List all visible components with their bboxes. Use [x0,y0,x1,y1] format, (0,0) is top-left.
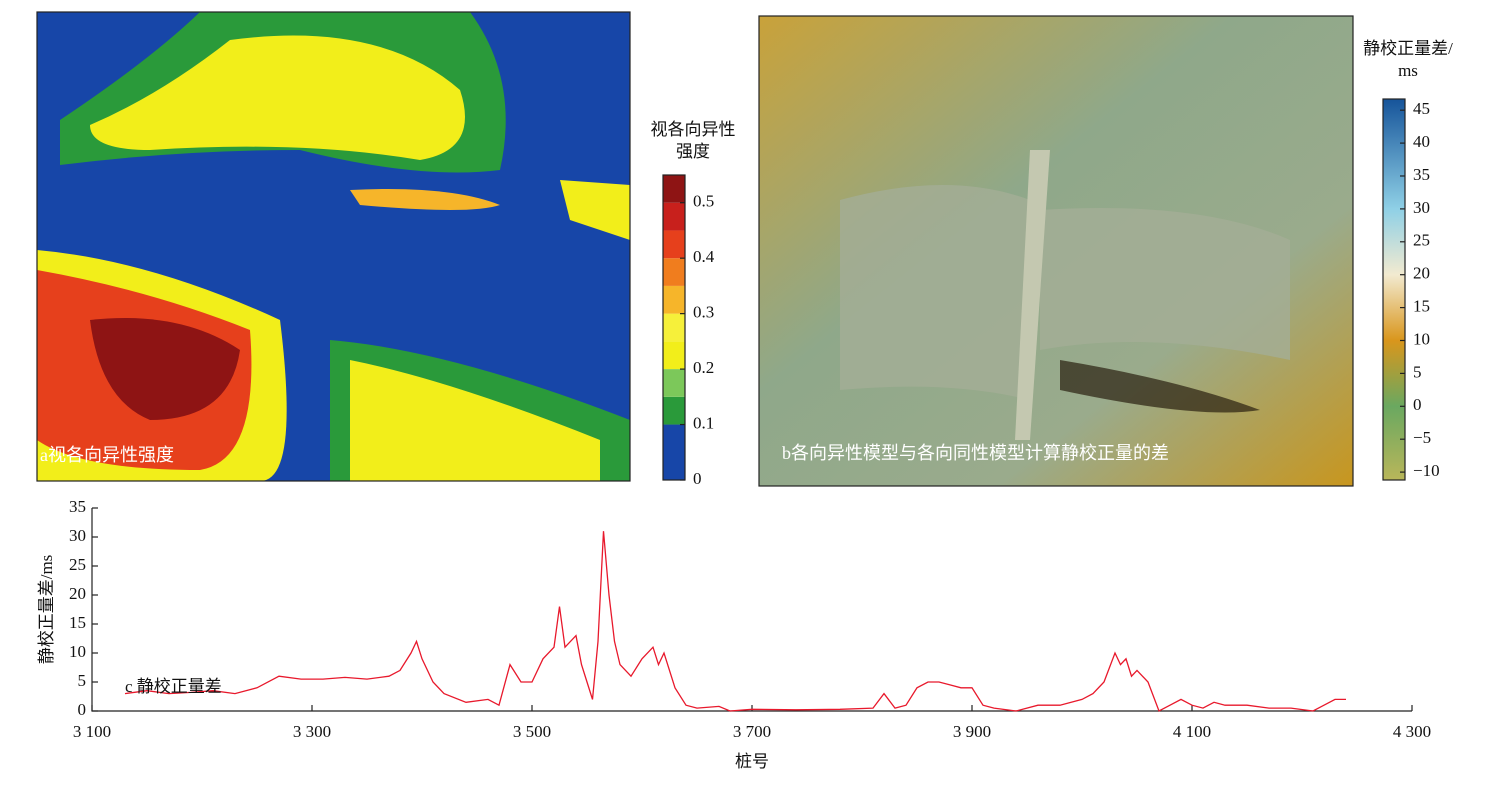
x-tick-label: 3 300 [293,722,331,741]
y-tick-label: 35 [69,497,86,516]
colorbar-frame [1382,98,1406,481]
x-tick-label: 4 100 [1173,722,1211,741]
colorbar-bin [663,230,685,259]
colorbar-tick-label: 0 [693,469,702,488]
map-b [759,16,1353,486]
colorbar-title: 静校正量差/ [1363,39,1453,58]
colorbar [1383,99,1405,480]
colorbar-title: ms [1398,61,1418,80]
colorbar-tick-label: 30 [1413,198,1430,217]
axes [91,508,1412,712]
colorbar-bin [663,369,685,397]
colorbar-bin [663,396,685,425]
panel-label: b各向异性模型与各向同性模型计算静校正量的差 [782,443,1169,463]
map-a [37,12,630,481]
colorbar-bin [663,258,685,286]
x-tick-label: 3 100 [73,722,111,741]
colorbar-tick-label: 15 [1413,297,1430,316]
colorbar-bin [663,424,685,480]
x-axis-label: 桩号 [735,752,769,771]
y-tick-label: 5 [78,671,87,690]
x-tick-label: 3 700 [733,722,771,741]
colorbar-tick-label: −10 [1413,461,1440,480]
colorbar-title: 视各向异性 [651,120,736,139]
colorbar-bin [663,202,685,231]
y-tick-label: 0 [78,700,87,719]
colorbar-frame [662,174,686,481]
y-tick-label: 10 [69,642,86,661]
colorbar-bin [663,285,685,314]
colorbar-tick-label: 0.1 [693,413,714,432]
colorbar-tick-label: 5 [1413,362,1422,381]
annotation: c 静校正量差 [125,677,222,696]
colorbar-tick-label: 0.3 [693,303,714,322]
colorbar-tick-label: 20 [1413,264,1430,283]
x-tick-label: 3 900 [953,722,991,741]
colorbar-tick-label: 45 [1413,99,1430,118]
x-tick-label: 3 500 [513,722,551,741]
colorbar-bin [663,175,685,203]
colorbar-tick-label: 0.4 [693,247,715,266]
colorbar-tick-label: 10 [1413,329,1430,348]
colorbar-tick-label: 35 [1413,165,1430,184]
x-tick-label: 4 300 [1393,722,1431,741]
y-tick-label: 30 [69,526,86,545]
y-tick-label: 15 [69,613,86,632]
colorbar-tick-label: 0.2 [693,358,714,377]
colorbar-bin [663,313,685,342]
colorbar-tick-label: −5 [1413,428,1431,447]
colorbar-tick-label: 40 [1413,132,1430,151]
colorbar-tick-label: 0 [1413,395,1422,414]
colorbar-bin [663,341,685,370]
y-tick-label: 25 [69,555,86,574]
colorbar-tick-label: 25 [1413,231,1430,250]
series-line [124,531,1346,712]
y-axis-label: 静校正量差/ms [37,555,56,665]
colorbar-tick-label: 0.5 [693,192,714,211]
y-tick-label: 20 [69,584,86,603]
colorbar-title: 强度 [676,142,710,161]
panel-label: a视各向异性强度 [40,445,174,465]
